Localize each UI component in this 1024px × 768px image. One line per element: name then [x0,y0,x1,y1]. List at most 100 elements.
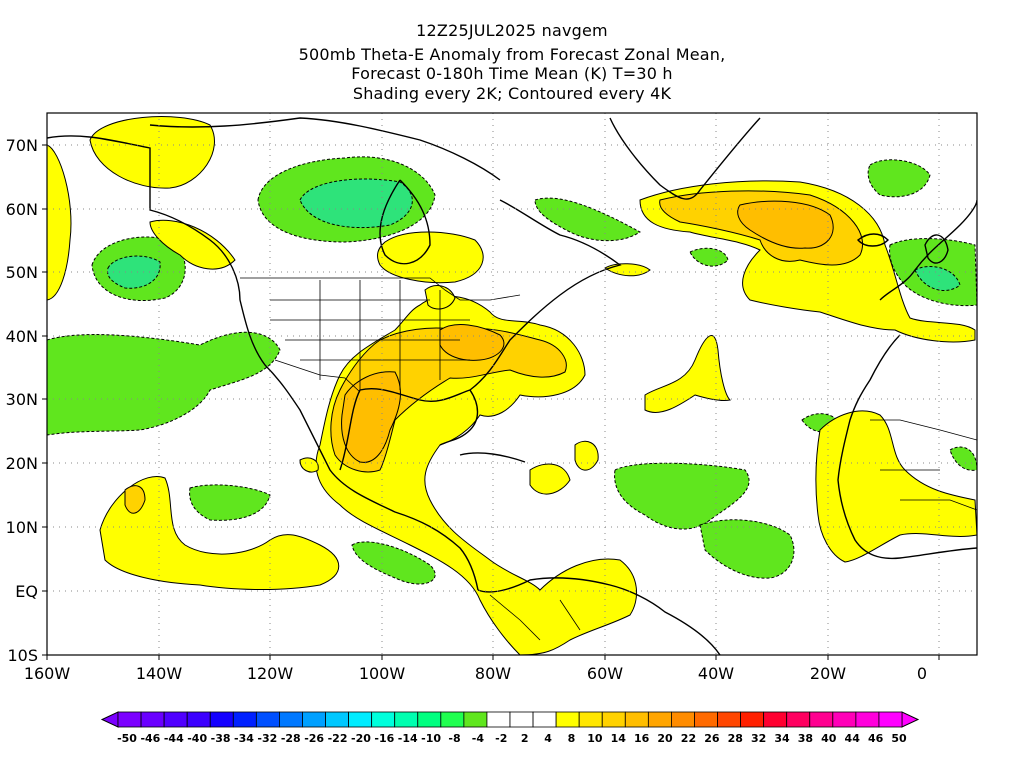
coastlines [47,117,977,655]
coast-greenland [609,117,761,200]
lat-label: 10S [7,646,38,665]
negative-anomaly-cores [107,178,961,291]
yellow-region-bering [47,144,72,301]
colorbar-label: -8 [448,732,460,745]
green-region-norway [867,159,931,198]
colorbar-label: -10 [421,732,441,745]
green-region-tropical-pacific [189,484,271,521]
colorbar-swatch [878,711,903,728]
colorbar-arrow-right [901,711,920,728]
colorbar-label: -22 [328,732,348,745]
colorbar-label: -26 [304,732,324,745]
lon-label: 100W [359,664,406,683]
yellow-region-tropical-pacific [99,476,340,590]
coast-uk [924,234,949,264]
lat-label: 70N [6,136,38,155]
green-region-atlantic-2 [699,519,795,579]
colorbar-label: 38 [798,732,813,745]
colorbar-swatch [348,711,373,728]
colorbar-swatch [671,711,695,728]
colorbar-label: -34 [234,732,254,745]
colorbar-label: 10 [587,732,603,745]
colorbar-swatch [186,711,211,728]
colorbar-swatch [279,711,303,728]
colorbar-label: -32 [257,732,277,745]
colorbar-label: -20 [351,732,371,745]
colorbar-label: -14 [398,732,418,745]
coast-iceland [856,233,889,247]
title-line-1: 12Z25JUL2025 navgem [416,21,608,40]
colorbar-label: 20 [657,732,673,745]
coast-caribbean-cuba [459,452,526,463]
colorbar-swatch [855,711,880,728]
yellow-region-hudson [377,231,484,284]
colorbar-swatch [163,711,188,728]
border-africa [870,419,977,511]
lat-label: 20N [6,454,38,473]
lat-label: 40N [6,327,38,346]
colorbar-swatch [371,711,396,728]
title-line-2: 500mb Theta-E Anomaly from Forecast Zona… [298,45,726,64]
colorbar-swatch [325,711,349,728]
colorbar-swatch [578,711,603,728]
border-south-america [489,594,581,641]
colorbar-swatch [786,711,811,728]
green-region-east-pacific [47,331,281,436]
colorbar-label: 4 [544,732,552,745]
orange-high-atlantic [737,200,834,249]
colorbar-swatch [209,711,234,728]
coast-iberia-africa [837,334,977,560]
political-borders [149,148,977,641]
lon-label: 160W [24,664,71,683]
lon-label: 140W [136,664,183,683]
coast-gulf-of-mexico [339,388,479,471]
colorbar-swatch [740,711,765,728]
colorbar-swatch [509,711,534,728]
colorbar-label: 32 [751,732,766,745]
lat-label: 10N [6,518,38,537]
yellow-region-west-africa [815,410,977,563]
coast-south-america [477,577,721,655]
coast-canadian-arctic [149,117,501,181]
colorbar-label: 28 [728,732,743,745]
colorbar-label: -46 [140,732,160,745]
lon-label: 60W [587,664,623,683]
lat-label: 30N [6,390,38,409]
lon-label: 40W [698,664,734,683]
colorbar-swatch [417,711,442,728]
colorbar-swatch [717,711,741,728]
coast-europe [879,199,977,301]
colorbar-swatch [694,711,718,728]
colorbar-label: 2 [521,732,529,745]
border-us-mexico [274,359,361,393]
yellow-region-lesser-antilles [574,440,599,471]
colorbar-swatch [763,711,788,728]
map-panel: 70N 60N 50N 40N 30N 20N 10N EQ 10S 160W … [6,112,978,683]
green-region-greenland-sea [534,197,641,242]
colorbar-swatch [463,711,488,728]
colorbar-swatch [117,711,142,728]
border-us-states [270,280,470,390]
colorbar-swatch [486,711,511,728]
green-core-europe [914,266,961,291]
colorbar-swatch [394,711,419,728]
colorbar-label: -28 [281,732,301,745]
lon-label: 80W [475,664,511,683]
graticule [47,113,977,655]
colorbar-swatches [100,711,920,728]
colorbar-label: 8 [568,732,576,745]
colorbar-label: 14 [611,732,627,745]
colorbar-label: 26 [704,732,720,745]
colorbar-swatch [601,711,626,728]
colorbar-swatch [302,711,326,728]
colorbar-swatch [532,711,557,728]
lat-label: 50N [6,263,38,282]
lon-label: 120W [247,664,294,683]
colorbar-label: 40 [821,732,837,745]
colorbar-label: -50 [117,732,137,745]
colorbar-swatch [440,711,465,728]
coast-north-america-atlantic [469,199,622,391]
colorbar-swatch [555,711,580,728]
colorbar-label: -2 [495,732,507,745]
orange-high-texas [341,371,401,463]
